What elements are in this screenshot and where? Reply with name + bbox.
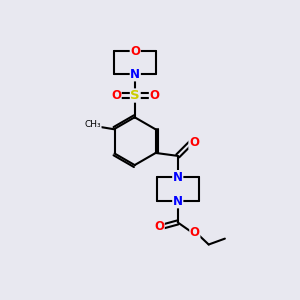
Text: O: O	[189, 136, 199, 149]
Text: O: O	[149, 89, 159, 102]
Text: N: N	[173, 195, 183, 208]
Text: CH₃: CH₃	[85, 121, 101, 130]
Text: O: O	[190, 226, 200, 239]
Text: N: N	[173, 171, 183, 184]
Text: S: S	[130, 89, 140, 102]
Text: O: O	[154, 220, 164, 233]
Text: N: N	[130, 68, 140, 81]
Text: O: O	[111, 89, 121, 102]
Text: O: O	[130, 45, 140, 58]
